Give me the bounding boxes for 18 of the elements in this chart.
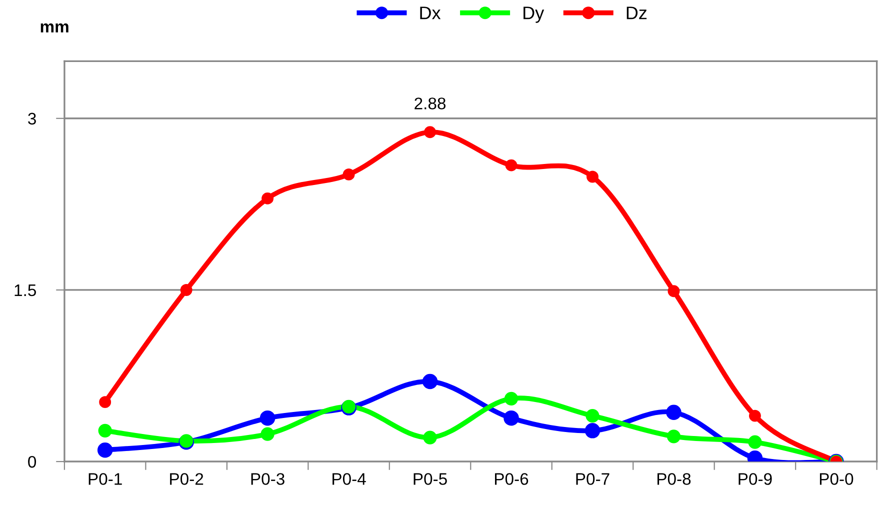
y-tick-label: 0 (28, 456, 36, 468)
y-tick-label: 3 (28, 112, 36, 125)
y-axis-title: mm (40, 23, 68, 32)
x-tick-label: P0-2 (170, 473, 204, 485)
x-tick-label: P0-6 (495, 473, 528, 485)
x-tick-label: P0-1 (88, 473, 122, 485)
legend-label: Dy (524, 6, 544, 23)
x-tick-label: P0-3 (251, 473, 284, 485)
y-tick-label: 1.5 (14, 284, 36, 296)
x-tick-label: P0-7 (576, 473, 610, 485)
x-tick-label: P0-0 (820, 473, 854, 485)
x-tick-label: P0-9 (738, 473, 772, 485)
x-tick-label: P0-4 (332, 473, 366, 485)
x-tick-label: P0-8 (657, 473, 691, 485)
x-tick-label: P0-5 (414, 473, 447, 485)
legend-label: Dx (420, 6, 441, 20)
data-label: 2.88 (414, 98, 446, 110)
legend-label: Dz (626, 6, 647, 20)
